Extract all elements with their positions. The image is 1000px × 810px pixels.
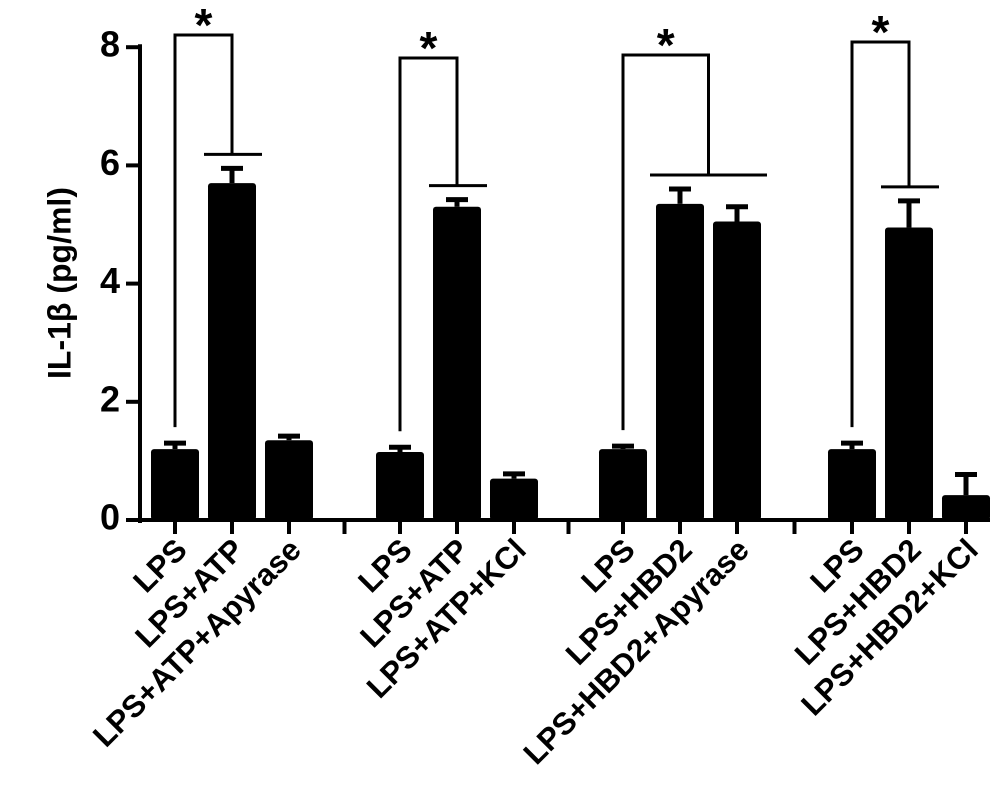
significance-bracket bbox=[173, 33, 234, 428]
y-tick-label: 0 bbox=[100, 497, 120, 538]
significance-star: * bbox=[657, 19, 675, 71]
bar bbox=[433, 206, 481, 520]
bar bbox=[656, 203, 704, 520]
y-axis-label: IL-1β (pg/ml) bbox=[41, 187, 77, 379]
bar bbox=[490, 478, 538, 520]
significance-bracket bbox=[850, 40, 911, 428]
significance-bracket bbox=[398, 56, 459, 432]
bar bbox=[599, 449, 647, 520]
y-tick-label: 8 bbox=[100, 24, 120, 65]
y-tick-label: 4 bbox=[100, 260, 120, 301]
bar bbox=[942, 495, 990, 520]
bar bbox=[828, 449, 876, 520]
bar bbox=[885, 227, 933, 520]
bar bbox=[265, 440, 313, 520]
y-tick-label: 2 bbox=[100, 378, 120, 419]
bar bbox=[151, 449, 199, 520]
plot-area: 02468LPSLPS+ATPLPS+ATP+Apyrase*LPSLPS+AT… bbox=[86, 0, 990, 771]
significance-star: * bbox=[195, 0, 213, 51]
x-category-label: LPS+HBD2+Apyrase bbox=[517, 532, 756, 771]
significance-bracket bbox=[621, 53, 710, 431]
bar bbox=[376, 452, 424, 520]
y-tick-label: 6 bbox=[100, 142, 120, 183]
significance-star: * bbox=[420, 22, 438, 74]
significance-star: * bbox=[872, 6, 890, 58]
bar bbox=[208, 183, 256, 520]
bar bbox=[713, 221, 761, 521]
